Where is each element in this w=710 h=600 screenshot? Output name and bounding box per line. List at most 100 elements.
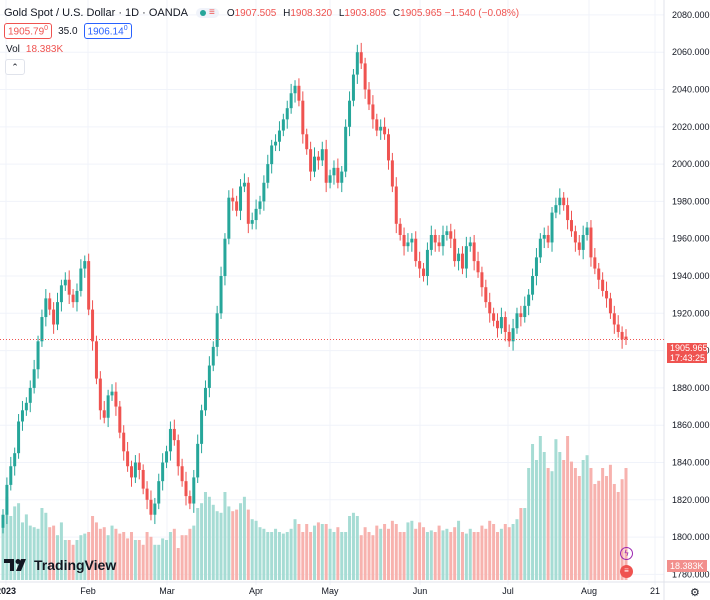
tradingview-logo[interactable]: TradingView bbox=[4, 557, 116, 573]
candle-body bbox=[542, 234, 546, 239]
flash-icon[interactable]: ϟ bbox=[620, 547, 633, 560]
candle-body bbox=[1, 514, 5, 528]
volume-bar bbox=[192, 525, 196, 580]
ohlc-high-key: H bbox=[283, 7, 291, 19]
candle-body bbox=[44, 298, 48, 318]
ohlc-low-key: L bbox=[338, 7, 345, 19]
volume-bar bbox=[28, 525, 32, 580]
x-tick-label: Jun bbox=[413, 586, 428, 596]
candle-body bbox=[192, 477, 196, 504]
volume-bar bbox=[359, 535, 363, 580]
x-tick-label: Feb bbox=[80, 586, 96, 596]
candle-body bbox=[363, 63, 367, 90]
candle-body bbox=[281, 119, 285, 131]
volume-bar bbox=[5, 496, 9, 580]
volume-bar bbox=[538, 436, 542, 580]
volume-bar bbox=[24, 514, 28, 580]
tradingview-logo-icon bbox=[4, 559, 26, 571]
candle-body bbox=[118, 406, 122, 433]
volume-bar bbox=[246, 509, 250, 580]
candle-body bbox=[460, 253, 464, 269]
volume-bar bbox=[569, 461, 573, 580]
y-tick-label: 1820.000 bbox=[672, 495, 710, 505]
y-tick-label: 2060.000 bbox=[672, 47, 710, 57]
candle-body bbox=[406, 242, 410, 247]
volume-bar bbox=[36, 528, 40, 580]
gear-icon[interactable]: ⚙ bbox=[690, 587, 700, 599]
candle-body bbox=[203, 387, 207, 411]
volume-bar bbox=[348, 516, 352, 580]
candle-body bbox=[445, 231, 449, 235]
volume-bar bbox=[141, 544, 145, 580]
x-tick-label: May bbox=[321, 586, 339, 596]
y-tick-label: 1860.000 bbox=[672, 420, 710, 430]
volume-bar bbox=[309, 532, 313, 580]
candle-body bbox=[227, 197, 231, 239]
volume-bar bbox=[492, 524, 496, 580]
candle-body bbox=[499, 317, 503, 329]
candle-body bbox=[492, 313, 496, 321]
volume-bar bbox=[196, 508, 200, 580]
volume-bar bbox=[203, 492, 207, 580]
candle-body bbox=[106, 395, 110, 418]
volume-bar bbox=[367, 532, 371, 580]
volume-bar bbox=[180, 535, 184, 580]
candle-body bbox=[573, 231, 577, 243]
volume-bar bbox=[316, 522, 320, 580]
candle-body bbox=[390, 160, 394, 187]
us-flag-icon[interactable]: ≡ bbox=[620, 565, 633, 578]
candle-body bbox=[468, 242, 472, 247]
symbol-title[interactable]: Gold Spot / U.S. Dollar · 1D · OANDA bbox=[4, 7, 188, 19]
candle-body bbox=[324, 149, 328, 183]
volume-bar bbox=[20, 522, 24, 580]
volume-bar bbox=[301, 532, 305, 580]
volume-bar bbox=[13, 506, 17, 580]
candle-body bbox=[488, 302, 492, 314]
volume-bar bbox=[503, 524, 507, 580]
candle-body bbox=[577, 242, 581, 250]
volume-bar bbox=[418, 522, 422, 580]
market-status-badge[interactable]: ≡ bbox=[196, 8, 219, 18]
volume-bar bbox=[67, 540, 71, 580]
candle-body bbox=[20, 410, 24, 422]
volume-bar bbox=[484, 528, 488, 580]
volume-bar bbox=[262, 528, 266, 580]
volume-bar bbox=[200, 503, 204, 580]
volume-bar bbox=[227, 506, 231, 580]
candle-body bbox=[301, 100, 305, 135]
volume-bar bbox=[340, 532, 344, 580]
candle-body bbox=[589, 227, 593, 258]
volume-bar bbox=[188, 528, 192, 580]
y-tick-label: 1980.000 bbox=[672, 196, 710, 206]
candle-body bbox=[215, 313, 219, 347]
sell-button[interactable]: 1905.790 bbox=[4, 23, 53, 40]
ohlc-high-value: 1908.320 bbox=[290, 7, 333, 19]
collapse-legend-button[interactable]: ⌃ bbox=[5, 59, 25, 75]
last-price-value: 1905.965 bbox=[670, 343, 708, 353]
candle-body bbox=[394, 186, 398, 224]
candle-body bbox=[414, 238, 418, 262]
candle-body bbox=[503, 317, 507, 332]
candle-body bbox=[176, 440, 180, 467]
candle-body bbox=[336, 167, 340, 183]
candle-body bbox=[527, 294, 531, 306]
candle-body bbox=[620, 331, 624, 340]
volume-bar bbox=[129, 532, 133, 580]
volume-bar bbox=[499, 528, 503, 580]
volume-bar bbox=[313, 525, 316, 580]
candle-body bbox=[340, 171, 344, 183]
candle-body bbox=[126, 451, 130, 467]
volume-bar bbox=[274, 528, 278, 580]
buy-button[interactable]: 1906.140 bbox=[83, 23, 132, 40]
volume-legend[interactable]: Vol 18.383K bbox=[6, 44, 63, 55]
volume-bar bbox=[320, 524, 324, 580]
volume-bar bbox=[32, 527, 36, 580]
volume-bar bbox=[386, 528, 390, 580]
candle-body bbox=[157, 481, 161, 504]
volume-bar bbox=[351, 512, 355, 580]
candle-body bbox=[410, 238, 414, 243]
candle-body bbox=[464, 246, 468, 269]
ohlc-open-key: O bbox=[226, 7, 235, 19]
volume-bar bbox=[390, 520, 394, 580]
